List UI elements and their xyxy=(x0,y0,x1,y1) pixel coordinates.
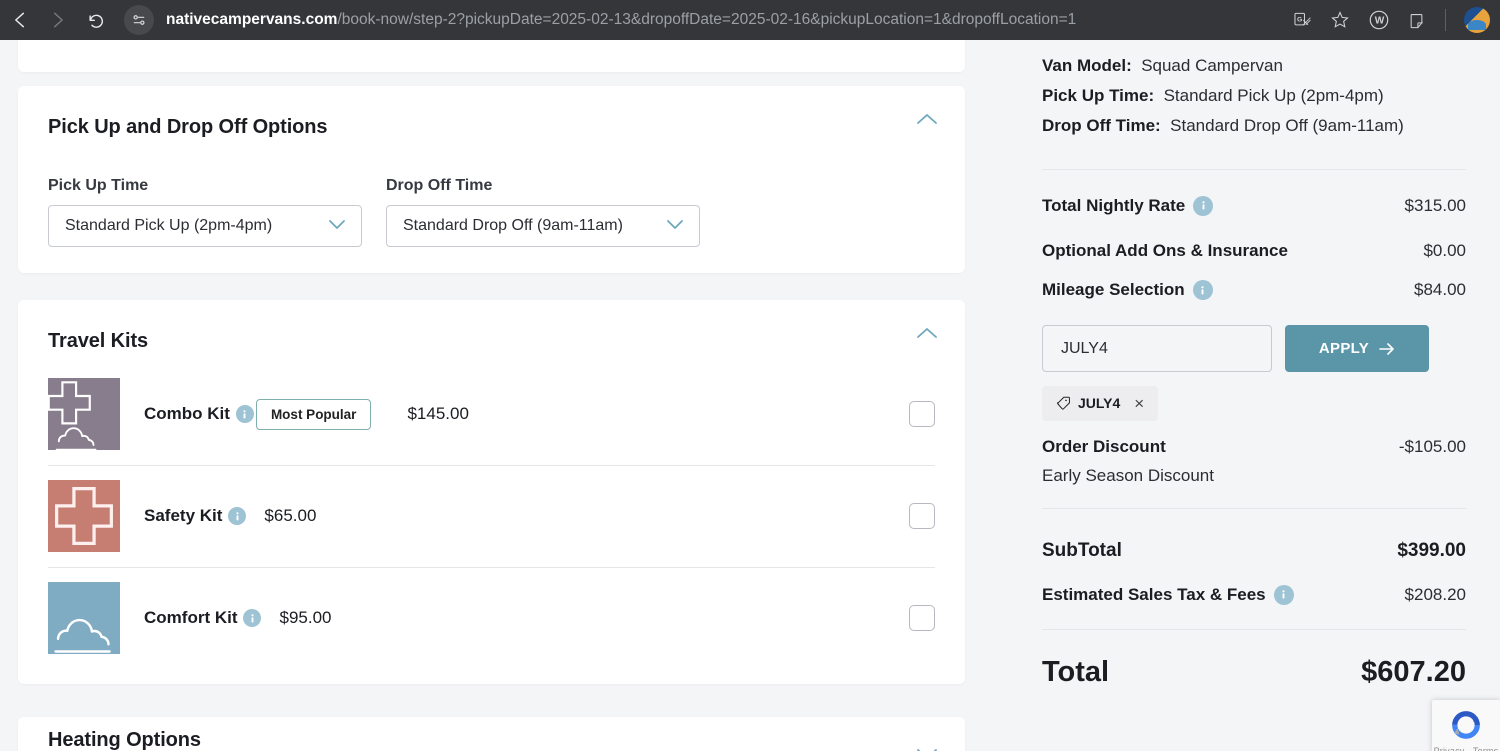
svg-text:W: W xyxy=(1375,16,1385,27)
svg-text:G: G xyxy=(1297,16,1302,23)
